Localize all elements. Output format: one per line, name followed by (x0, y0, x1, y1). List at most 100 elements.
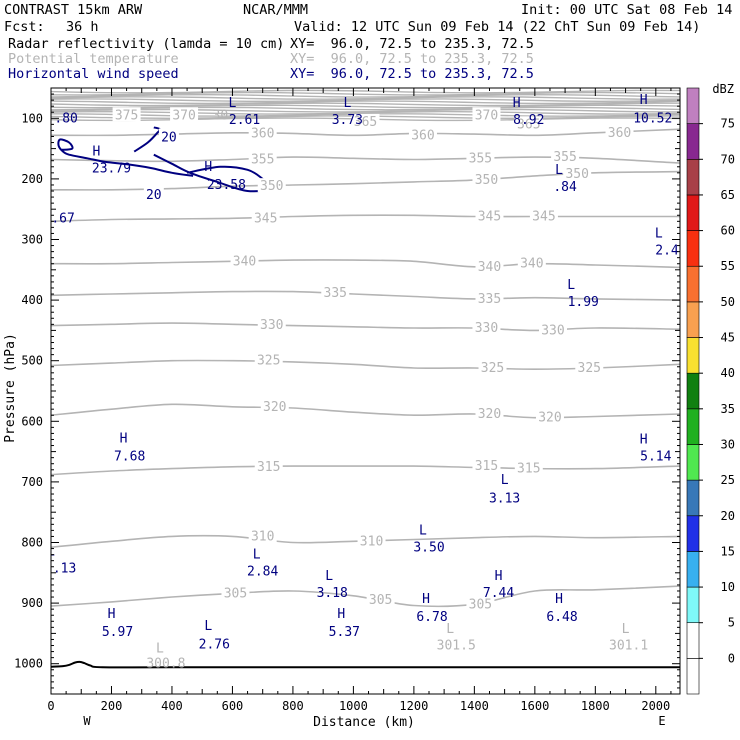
colorbar-swatch (686, 622, 700, 659)
wind-extremum-value: 23.79 (92, 162, 131, 177)
x-tick-label: 1800 (581, 699, 610, 713)
wind-extremum-value: 6.78 (416, 610, 447, 625)
colorbar-swatch (686, 515, 700, 552)
wind-extremum-type: L (47, 545, 55, 560)
theta-label-bg (260, 398, 289, 413)
theta-label-bg (472, 107, 501, 122)
theta-contour-upper (51, 113, 680, 117)
wind-extremum-type: H (120, 431, 128, 446)
theta-label-bg (605, 124, 634, 139)
x-tick-label: 1200 (399, 699, 428, 713)
colorbar-swatch (686, 479, 700, 517)
axes: 100 200 300 400 500 600 700 800 900 1000 0 200 400 60… (3, 87, 681, 730)
wind-extremum-type: H (422, 592, 430, 607)
colorbar-swatch (686, 372, 700, 410)
wind-extremum-value: 3.73 (332, 113, 363, 128)
theta-contour-label: 345 (478, 209, 501, 224)
wind-extremum-value: 7.44 (483, 586, 514, 601)
theta-contours (51, 89, 680, 608)
wind-extremum-value: 23.58 (207, 178, 246, 193)
x-axis-title: Distance (km) (313, 715, 415, 730)
header-model: CONTRAST 15km ARW (4, 2, 143, 18)
wind-extremum-value: 1.99 (568, 295, 599, 310)
theta-contour-325 (51, 359, 680, 371)
wind-extremum-value: .84 (553, 180, 577, 195)
colorbar-swatch (686, 158, 700, 196)
wind-extremum-type: L (501, 473, 509, 488)
theta-contour-upper (51, 108, 680, 113)
colorbar-swatch (686, 265, 700, 303)
wind-extremum-value: 5.97 (102, 625, 133, 640)
colorbar-swatch (686, 123, 700, 160)
colorbar-swatch (686, 444, 700, 481)
theta-contour-label: 345 (254, 211, 277, 226)
wind-contour-20 (57, 138, 194, 177)
wind-extremum-type: H (640, 93, 648, 108)
y-tick-label: 800 (21, 536, 43, 550)
theta-contour-label: 320 (263, 400, 286, 415)
colorbar-swatch (686, 87, 700, 124)
theta-contour-label: 320 (538, 411, 561, 426)
theta-label-bg (475, 406, 504, 421)
theta-contour-label: 340 (233, 254, 256, 269)
colorbar-label: 30 (721, 437, 735, 451)
colorbar-swatch (686, 194, 700, 231)
theta-contour-320 (51, 403, 680, 419)
theta-contour-310 (51, 534, 680, 549)
theta-contour-label: 320 (478, 407, 501, 422)
theta-contour-label: 315 (517, 462, 540, 477)
theta-extremum-type: L (446, 622, 454, 637)
header-init: Init: 00 UTC Sat 08 Feb 14 (521, 2, 733, 18)
theta-label-bg (575, 359, 604, 374)
theta-contour-label: 330 (260, 318, 283, 333)
theta-label-bg (517, 255, 546, 270)
wind-extremum-type: H (555, 592, 563, 607)
theta-contour-upper (51, 110, 680, 115)
theta-contour-label: 360 (251, 126, 274, 141)
wind-extremum-value: 2.49 (655, 243, 686, 258)
theta-contour-360 (51, 128, 680, 137)
wind-extremum-type: L (555, 163, 563, 178)
x-tick-label: 600 (222, 699, 244, 713)
theta-contour-upper (51, 102, 680, 107)
theta-label-bg (254, 352, 283, 367)
theta-contour-label: 350 (260, 179, 283, 194)
theta-label-bg (257, 178, 286, 193)
colorbar-label: 25 (721, 473, 735, 487)
colorbar-label: 15 (721, 544, 735, 558)
wind-extremum-value: 5.37 (329, 625, 360, 640)
x-tick-label: 200 (101, 699, 123, 713)
theta-extremum-value: 301.5 (437, 639, 476, 654)
theta-contour-upper (51, 96, 680, 100)
wind-extremum-type: L (204, 619, 212, 634)
wind-extremum-value: .80 (54, 111, 77, 126)
theta-label-bg (408, 127, 437, 142)
wind-contour-label: 20 (146, 188, 162, 203)
wind-extremum-type: H (495, 569, 503, 584)
theta-label-bg (248, 528, 277, 543)
theta-contour-upper (51, 104, 680, 109)
colorbar-swatch (686, 586, 700, 624)
theta-contour-label: 350 (565, 167, 588, 182)
wind-extremum-type: L (343, 96, 351, 111)
theta-label-bg (475, 208, 504, 223)
theta-label-bg (254, 458, 283, 473)
colorbar-swatch (686, 408, 700, 445)
theta-label-bg (248, 125, 277, 140)
theta-label-bg (257, 316, 286, 331)
theta-contour-label: 370 (475, 108, 498, 123)
theta-label-bg (366, 592, 395, 607)
header-fcst-value: 36 h (66, 19, 99, 35)
wind-extremum-value: .13 (53, 562, 76, 577)
theta-label-bg (551, 149, 580, 164)
theta-contour-label: 310 (360, 534, 383, 549)
theta-contour-upper (51, 100, 680, 105)
theta-contour-upper (51, 91, 680, 96)
theta-contour-label: 305 (469, 597, 492, 612)
colorbar-label: 65 (721, 188, 735, 202)
theta-contour-305 (51, 585, 680, 608)
theta-contour-355 (51, 156, 680, 164)
colorbar-label: 10 (721, 580, 735, 594)
theta-contour-label: 340 (520, 257, 543, 272)
